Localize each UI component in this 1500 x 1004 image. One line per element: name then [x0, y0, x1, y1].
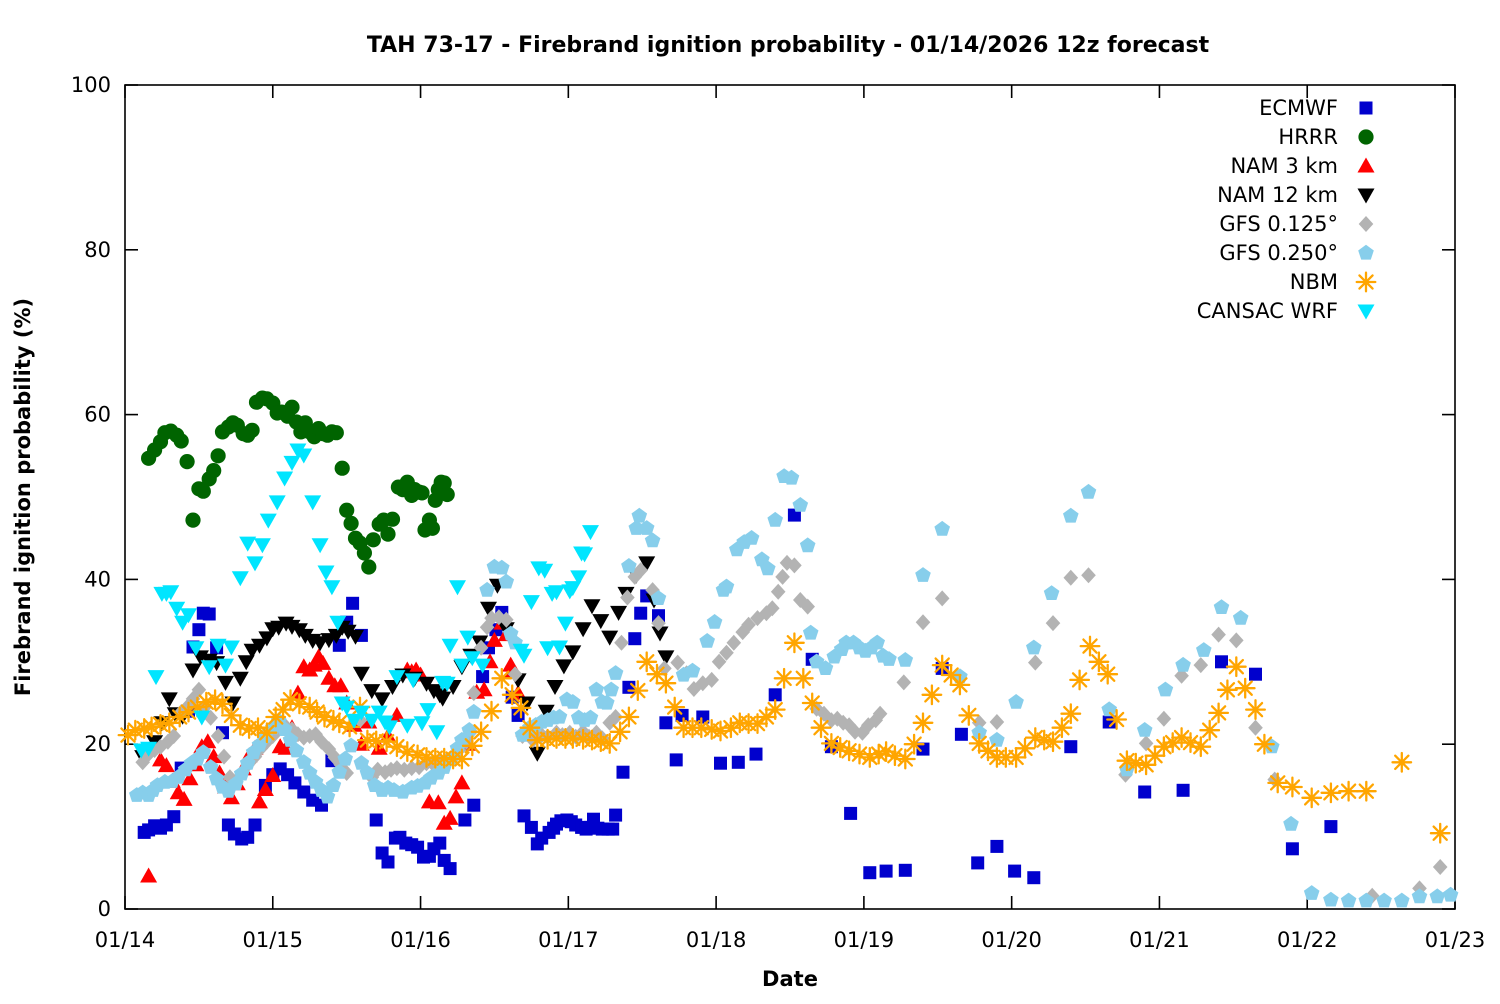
series-cansac-wrf [132, 443, 599, 759]
series-ecmwf [137, 508, 1338, 885]
y-tick-label: 20 [84, 732, 111, 756]
x-tick-label: 01/19 [834, 928, 895, 952]
x-tick-label: 01/18 [686, 928, 747, 952]
x-tick-label: 01/15 [243, 928, 304, 952]
legend-label: NAM 3 km [1230, 154, 1338, 178]
y-tick-label: 100 [71, 73, 111, 97]
chart-title: TAH 73-17 - Firebrand ignition probabili… [367, 33, 1210, 58]
data-points [117, 390, 1459, 908]
series-nbm [117, 632, 1451, 844]
x-tick-label: 01/21 [1129, 928, 1190, 952]
x-tick-label: 01/17 [538, 928, 599, 952]
y-tick-label: 60 [84, 403, 111, 427]
x-tick-label: 01/16 [390, 928, 451, 952]
x-tick-label: 01/20 [981, 928, 1042, 952]
x-tick-label: 01/14 [95, 928, 156, 952]
legend-label: CANSAC WRF [1197, 299, 1338, 323]
y-tick-label: 0 [98, 897, 111, 921]
legend-label: ECMWF [1259, 96, 1338, 120]
y-tick-label: 80 [84, 238, 111, 262]
x-axis-label: Date [762, 967, 818, 991]
plot-axes: 01/14 01/15 01/16 01/17 01/18 01/19 01/20 01/21… [71, 73, 1485, 952]
legend-label: NBM [1290, 270, 1338, 294]
legend-label: GFS 0.125° [1219, 212, 1338, 236]
x-tick-label: 01/23 [1425, 928, 1486, 952]
legend: ECMWF HRRR NAM 3 km NAM 12 km GFS 0.125° GFS … [1197, 96, 1377, 323]
legend-label: HRRR [1278, 125, 1338, 149]
series-gfs-0-250- [129, 468, 1459, 908]
x-tick-label: 01/22 [1277, 928, 1338, 952]
legend-label: NAM 12 km [1217, 183, 1338, 207]
legend-label: GFS 0.250° [1219, 241, 1338, 265]
y-tick-label: 40 [84, 567, 111, 591]
series-hrrr [141, 390, 455, 575]
y-axis-label: Firebrand ignition probability (%) [11, 298, 35, 696]
